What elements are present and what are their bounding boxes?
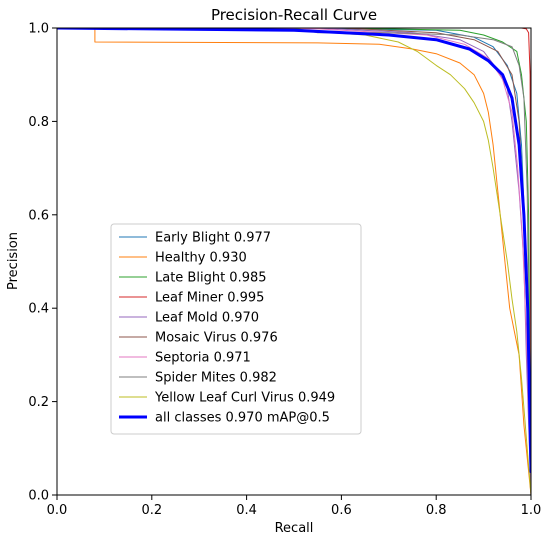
y-tick-label: 0.6: [28, 208, 49, 223]
legend-entry-label: Leaf Miner 0.995: [155, 291, 264, 306]
series-line-1: [57, 28, 531, 495]
y-axis-title: Precision: [6, 232, 21, 290]
legend-entry-label: Septoria 0.971: [155, 351, 251, 366]
x-tick-label: 0.8: [426, 503, 447, 518]
x-tick-label: 0.0: [47, 503, 68, 518]
legend-entry-label: Leaf Mold 0.970: [155, 311, 259, 326]
y-tick-label: 0.2: [28, 395, 49, 410]
y-tick-label: 1.0: [28, 22, 49, 37]
legend: Early Blight 0.977 Healthy 0.930 Late Blig…: [110, 223, 362, 435]
legend-entry-label: Spider Mites 0.982: [155, 371, 277, 386]
series-line-9: [57, 28, 531, 474]
legend-entry-label: Yellow Leaf Curl Virus 0.949: [154, 391, 335, 406]
chart-title: Precision-Recall Curve: [211, 6, 377, 24]
y-axis: 0.0 0.2 0.4 0.6 0.8 1.0: [28, 22, 57, 504]
legend-box: [110, 223, 362, 435]
x-tick-label: 0.2: [141, 503, 162, 518]
plot-area: [56, 27, 532, 496]
y-tick-label: 0.8: [28, 115, 49, 130]
x-tick-label: 0.6: [331, 503, 352, 518]
series-line-2: [57, 28, 531, 495]
x-tick-label: 0.4: [236, 503, 257, 518]
x-axis: 0.0 0.2 0.4 0.6 0.8 1.0: [47, 495, 542, 518]
legend-entry-label: Mosaic Virus 0.976: [155, 331, 278, 346]
legend-entry-label: Late Blight 0.985: [155, 271, 267, 286]
y-tick-label: 0.4: [28, 302, 49, 317]
y-tick-label: 0.0: [28, 489, 49, 504]
x-tick-label: 1.0: [521, 503, 542, 518]
legend-entry-label: all classes 0.970 mAP@0.5: [155, 411, 330, 426]
plot-frame: [56, 27, 532, 496]
legend-entry-label: Early Blight 0.977: [155, 231, 271, 246]
series-line-8: [57, 28, 531, 495]
x-axis-title: Recall: [275, 521, 314, 536]
series-line-3: [57, 28, 531, 495]
legend-entry-label: Healthy 0.930: [155, 251, 247, 266]
